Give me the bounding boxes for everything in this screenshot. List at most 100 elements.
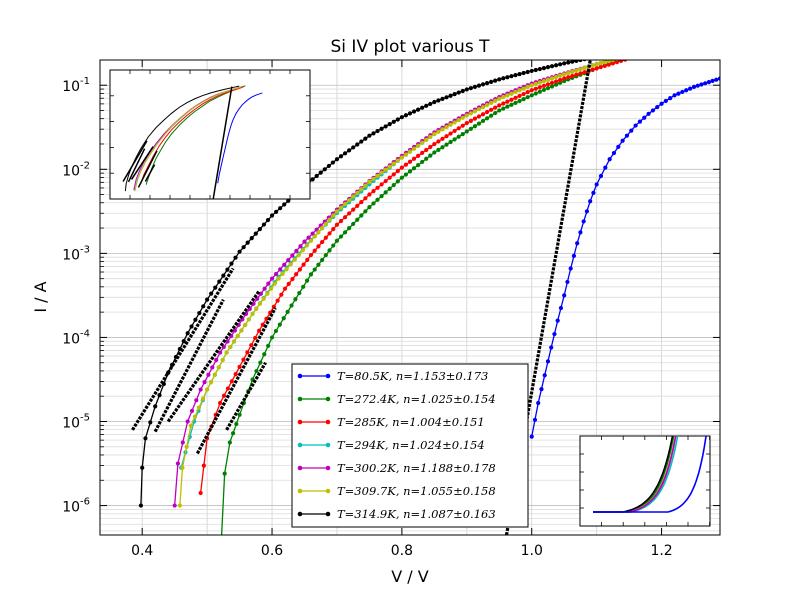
data-point	[194, 398, 199, 403]
data-point	[549, 80, 555, 86]
data-point	[588, 199, 593, 204]
data-point	[537, 66, 542, 72]
data-point	[541, 79, 547, 84]
data-point	[440, 136, 445, 141]
data-point	[387, 186, 392, 191]
data-point	[468, 111, 473, 116]
data-point	[642, 115, 647, 120]
series-5	[177, 60, 619, 508]
legend-label: T=294K, n=1.024±0.154	[337, 438, 485, 452]
inset-bottom-right-plot	[579, 435, 711, 527]
data-point	[323, 235, 328, 240]
data-point	[308, 238, 314, 243]
data-point	[320, 257, 325, 263]
data-point	[214, 357, 219, 363]
data-point	[568, 266, 573, 271]
data-point	[262, 352, 267, 357]
data-point	[529, 434, 534, 439]
data-point	[201, 463, 206, 468]
data-point	[578, 67, 583, 72]
data-point	[275, 298, 280, 303]
data-point	[347, 148, 352, 153]
data-point	[320, 239, 325, 245]
data-point	[533, 91, 538, 96]
data-point	[517, 88, 522, 93]
data-point	[308, 252, 314, 258]
data-point	[537, 85, 542, 90]
data-point	[249, 236, 254, 241]
data-point	[509, 74, 514, 79]
data-point	[460, 123, 465, 128]
data-point	[688, 86, 693, 91]
data-point	[387, 122, 392, 127]
legend-swatch-dot	[325, 396, 331, 402]
data-point	[331, 227, 336, 232]
data-point	[440, 96, 445, 101]
data-point	[391, 161, 396, 166]
data-point	[578, 60, 583, 63]
data-point	[355, 217, 360, 222]
data-point	[539, 387, 544, 392]
data-point	[383, 167, 388, 172]
data-point	[501, 101, 506, 106]
data-point	[297, 290, 302, 296]
data-point	[603, 165, 608, 170]
legend-swatch-dot	[297, 488, 303, 494]
data-point	[273, 328, 279, 334]
data-point	[198, 490, 203, 496]
data-point	[221, 393, 227, 398]
data-point	[699, 82, 704, 87]
data-point	[304, 278, 310, 283]
data-point	[411, 156, 417, 161]
data-point	[448, 131, 453, 136]
data-point	[206, 372, 211, 377]
data-point	[331, 243, 336, 248]
data-point	[684, 88, 689, 93]
data-point	[338, 205, 344, 210]
data-point	[602, 63, 607, 68]
data-point	[706, 79, 711, 85]
data-point	[327, 231, 332, 236]
data-point	[331, 213, 336, 218]
data-point	[452, 137, 457, 142]
data-point	[624, 133, 630, 138]
data-point	[655, 104, 660, 110]
data-point	[416, 153, 421, 158]
data-point	[298, 244, 303, 249]
data-point	[472, 124, 478, 129]
legend-swatch-dot	[297, 465, 303, 471]
data-point	[294, 248, 299, 253]
data-point	[220, 357, 225, 363]
data-point	[578, 230, 583, 235]
data-point	[334, 209, 340, 214]
data-point	[257, 301, 263, 306]
data-point	[254, 306, 259, 311]
data-point	[420, 159, 425, 165]
data-point	[407, 111, 413, 116]
data-point	[717, 76, 720, 81]
data-point	[668, 96, 673, 101]
data-point	[407, 169, 413, 174]
data-point	[359, 187, 364, 192]
fit-line	[195, 307, 277, 455]
data-point	[288, 262, 293, 267]
legend-entry: T=294K, n=1.024±0.154	[297, 438, 485, 452]
y-tick-label: 10-5	[62, 413, 90, 432]
data-point	[606, 62, 611, 67]
data-point	[200, 396, 206, 401]
data-point	[290, 253, 295, 258]
data-point	[464, 129, 469, 134]
legend-entry: T=309.7K, n=1.055±0.158	[297, 484, 496, 498]
data-point	[359, 139, 364, 144]
data-point	[562, 293, 567, 298]
legend-swatch-dot	[325, 419, 331, 425]
data-point	[347, 198, 352, 203]
data-point	[428, 144, 433, 150]
data-point	[553, 63, 559, 68]
data-point	[536, 400, 541, 406]
series-0	[529, 76, 720, 439]
data-point	[460, 88, 465, 94]
fit-line	[166, 290, 261, 423]
data-point	[714, 77, 719, 82]
data-point	[584, 209, 590, 214]
